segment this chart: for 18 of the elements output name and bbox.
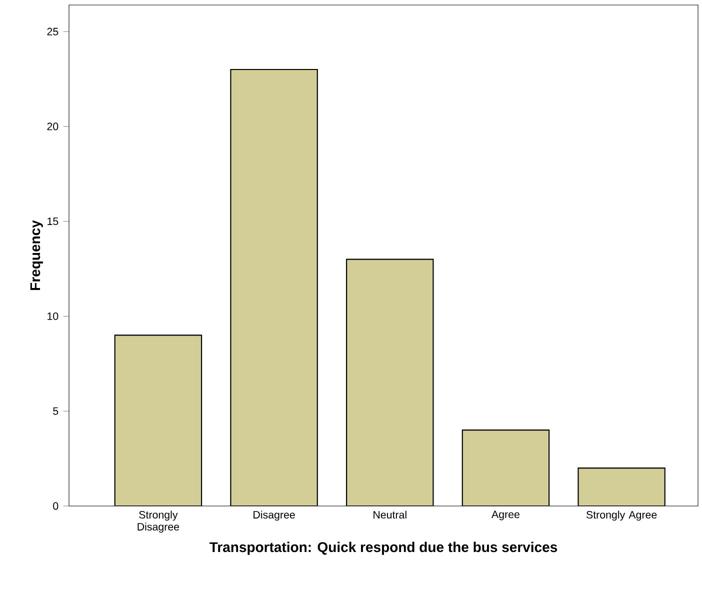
bar: [230, 68, 318, 506]
bar: [578, 468, 666, 506]
bar: [114, 334, 202, 506]
y-tick-label: 5: [53, 407, 58, 415]
y-axis-title: Frequency: [30, 220, 43, 290]
x-axis-title: Transportation: Quick respond due the bus services: [210, 542, 558, 555]
y-tick-label: 0: [53, 502, 58, 510]
x-tick-label: Disagree: [254, 510, 295, 521]
y-tick-label: 25: [47, 28, 58, 36]
y-tick-label: 20: [47, 122, 58, 130]
x-tick-label: Strongly Agree: [586, 510, 657, 521]
x-tick-label: Neutral: [374, 510, 406, 519]
y-tick-label: 15: [48, 218, 58, 226]
x-tick-label: Strongly Disagree: [138, 510, 180, 533]
y-tick-label: 10: [48, 312, 58, 320]
bar: [462, 430, 550, 506]
x-tick-label: Agree: [492, 510, 520, 520]
bar: [346, 259, 434, 506]
